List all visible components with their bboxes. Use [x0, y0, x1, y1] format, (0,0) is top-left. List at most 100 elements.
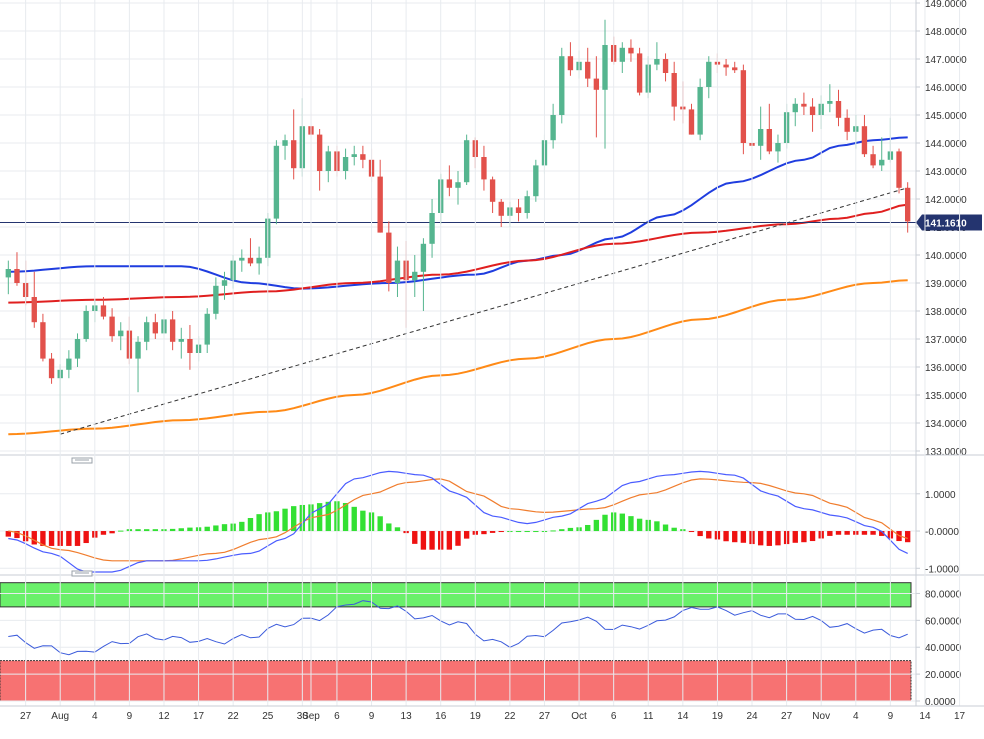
candle-body [204, 313, 210, 345]
candle-body [904, 187, 911, 222]
candle-body [118, 330, 124, 337]
macd-histogram-bar [118, 530, 124, 532]
x-tick-label: 6 [334, 711, 340, 722]
candle-body [152, 322, 159, 334]
macd-histogram-bar [48, 531, 55, 546]
x-tick-label: 27 [20, 711, 32, 722]
y-tick-label: 148.0000 [925, 27, 967, 38]
candle-body [723, 64, 729, 68]
x-tick-label: 4 [92, 711, 98, 722]
x-tick-label: 9 [369, 711, 375, 722]
macd-histogram-bar [809, 531, 816, 542]
candle-body [135, 341, 141, 359]
macd-histogram-bar [844, 531, 850, 535]
y-tick-label: 0.0000 [925, 697, 956, 708]
macd-histogram-bar [282, 508, 288, 532]
x-tick-label: 14 [919, 711, 931, 722]
macd-histogram-bar [169, 528, 176, 532]
sma-line [8, 203, 908, 304]
x-tick-label: Sep [302, 711, 320, 722]
candle-body [801, 103, 807, 107]
candle-body [628, 47, 634, 54]
y-tick-label: 133.0000 [925, 447, 967, 458]
candle-body [481, 157, 487, 180]
candle-body [239, 257, 245, 261]
macd-histogram-bar [654, 521, 660, 532]
macd-histogram-bar [412, 531, 418, 544]
macd-histogram-bar [489, 531, 496, 533]
macd-histogram-bar [775, 531, 781, 546]
candle-body [83, 311, 89, 339]
trendline [60, 187, 908, 435]
macd-histogram-bar [904, 531, 911, 543]
candle-body [844, 117, 850, 132]
y-tick-label: 60.0000 [925, 616, 962, 627]
macd-histogram-bar [291, 506, 297, 532]
y-tick-label: 147.0000 [925, 55, 967, 66]
candle-body [74, 339, 81, 359]
candle-body [377, 176, 383, 233]
oversold-zone [0, 660, 912, 702]
candle-body [273, 145, 280, 219]
macd-histogram-bar [83, 531, 89, 544]
candle-body [757, 129, 764, 146]
macd-histogram-bar [801, 531, 807, 543]
candle-body [187, 339, 193, 353]
candle-body [671, 73, 677, 107]
candle-body [706, 61, 712, 87]
candle-body [766, 129, 772, 152]
macd-histogram-bar [757, 531, 764, 546]
x-tick-label: 4 [853, 711, 859, 722]
macd-histogram-bar [377, 516, 383, 532]
rsi-pane: 80.0000 60.0000 40.0000 20.0000 0.0000 [0, 582, 962, 708]
candle-body [316, 134, 323, 171]
macd-histogram-bar [740, 531, 747, 543]
y-tick-label: 149.0000 [925, 0, 967, 10]
candle-body [585, 61, 591, 79]
macd-histogram-bar [498, 531, 504, 533]
y-tick-label: 136.0000 [925, 363, 967, 374]
candle-body [688, 109, 695, 135]
macd-histogram-bar [732, 531, 738, 543]
candle-body [412, 271, 418, 281]
candle-body [775, 143, 781, 152]
candle-body [66, 358, 72, 370]
macd-histogram-bar [723, 531, 729, 542]
x-tick-label: Nov [812, 711, 830, 722]
macd-histogram-bar [602, 514, 608, 532]
macd-histogram-bar [628, 516, 634, 532]
macd-histogram-bar [66, 531, 72, 546]
candle-body [342, 157, 349, 171]
x-tick-label: 11 [643, 711, 654, 722]
macd-histogram-bar [342, 502, 349, 532]
macd-histogram-bar [792, 531, 798, 543]
candle-body [394, 260, 401, 283]
macd-histogram-bar [239, 521, 245, 532]
macd-histogram-bar [835, 531, 842, 535]
macd-pane: 1.0000 -0.0000 -1.0000 [0, 470, 984, 576]
macd-histogram-bar [144, 529, 150, 532]
macd-histogram-bar [247, 518, 254, 532]
candle-body [593, 78, 600, 90]
macd-histogram-bar [515, 531, 522, 533]
candle-body [732, 67, 738, 71]
y-tick-label: 20.0000 [925, 670, 962, 681]
candle-body [524, 196, 530, 213]
candle-body [489, 179, 496, 202]
macd-histogram-bar [662, 524, 669, 532]
candle-body [247, 257, 254, 264]
macd-histogram-bar [178, 528, 184, 532]
macd-histogram-bar [533, 531, 539, 533]
candle-body [14, 269, 20, 283]
macd-histogram-bar [360, 510, 366, 532]
macd-histogram-bar [585, 524, 591, 532]
macd-histogram-bar [325, 501, 331, 532]
macd-line [8, 470, 908, 573]
y-tick-label: 145.0000 [925, 111, 967, 122]
candle-body [360, 154, 366, 160]
candle-body [5, 269, 12, 278]
macd-histogram-bar [386, 523, 392, 532]
candle-body [282, 140, 288, 146]
macd-histogram-bar [31, 531, 37, 545]
